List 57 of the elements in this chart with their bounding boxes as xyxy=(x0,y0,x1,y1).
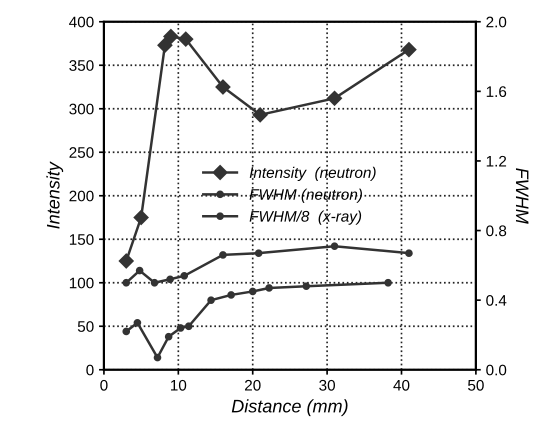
point xyxy=(166,275,174,284)
point xyxy=(118,253,134,269)
y-tick-label: 100 xyxy=(70,278,94,288)
x-tick-label: 20 xyxy=(244,380,261,391)
y-tick-label: 0 xyxy=(86,364,94,376)
point xyxy=(122,278,130,287)
point xyxy=(184,322,193,330)
y2-tick-label: 2.0 xyxy=(486,16,506,28)
point xyxy=(248,288,257,296)
point xyxy=(326,90,342,106)
point xyxy=(252,107,268,122)
point xyxy=(136,266,144,274)
x-tick-label: 30 xyxy=(319,380,336,391)
y-tick-label: 350 xyxy=(69,60,94,71)
point xyxy=(122,328,130,336)
x-axis-title: Distance (mm) xyxy=(232,399,348,416)
point xyxy=(405,249,413,257)
point xyxy=(227,291,235,299)
point xyxy=(178,32,194,47)
y2-tick-label: 0.8 xyxy=(486,225,506,236)
point xyxy=(207,296,215,304)
legend-label: FWHM (neutron) xyxy=(250,188,362,203)
x-tick-label: 50 xyxy=(468,380,484,391)
point xyxy=(164,332,172,341)
point xyxy=(219,251,227,259)
y-tick-label: 250 xyxy=(69,147,94,158)
point xyxy=(134,210,149,226)
point xyxy=(330,242,338,250)
x-tick-label: 40 xyxy=(393,380,410,391)
y-tick-label: 400 xyxy=(69,16,94,28)
point xyxy=(302,282,310,290)
point xyxy=(157,38,172,53)
y2-tick-label: 0.4 xyxy=(486,295,506,306)
y-tick-label: 150 xyxy=(70,234,94,245)
point xyxy=(150,278,158,287)
point xyxy=(254,249,262,257)
y-tick-label: 300 xyxy=(69,104,94,114)
y2-tick-label: 0.0 xyxy=(486,364,506,376)
point xyxy=(265,284,273,292)
x-tick-label: 0 xyxy=(100,380,108,391)
x-tick-label: 10 xyxy=(170,380,186,391)
y-tick-label: 50 xyxy=(78,321,94,332)
point xyxy=(180,272,188,280)
point xyxy=(384,278,392,287)
point xyxy=(176,324,184,332)
point xyxy=(215,79,231,95)
point xyxy=(163,28,178,44)
point xyxy=(401,42,417,58)
point xyxy=(154,354,162,362)
y-tick-label: 200 xyxy=(69,190,94,202)
y2-tick-label: 1.2 xyxy=(486,156,506,166)
legend-label: Intensity (neutron) xyxy=(250,166,376,181)
y2-axis-title: FWHM xyxy=(516,168,528,224)
y-axis-title: Intensity xyxy=(46,161,64,229)
y2-tick-label: 1.6 xyxy=(486,86,506,98)
point xyxy=(134,318,142,327)
legend-label: FWHM/8 (x-ray) xyxy=(250,210,362,225)
